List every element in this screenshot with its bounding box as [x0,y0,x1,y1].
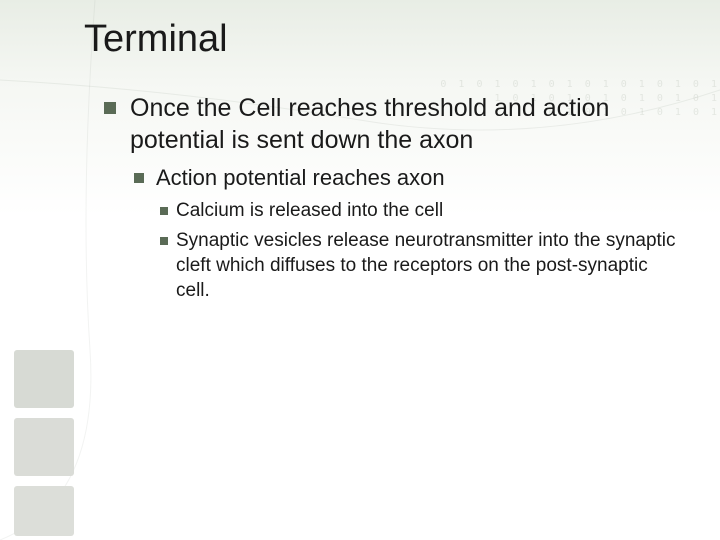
bullet-text: Synaptic vesicles release neurotransmitt… [176,229,684,303]
left-accent-column [0,0,90,540]
accent-block [14,418,74,476]
square-bullet-icon [134,173,144,183]
square-bullet-icon [160,207,168,215]
bullet-text: Calcium is released into the cell [176,199,443,224]
square-bullet-icon [104,102,116,114]
slide-title: Terminal [84,18,228,61]
accent-block [14,486,74,536]
bullet-text: Once the Cell reaches threshold and acti… [130,92,684,156]
square-bullet-icon [160,237,168,245]
accent-block [14,350,74,408]
bullet-level-1: Once the Cell reaches threshold and acti… [104,92,684,156]
bullet-text: Action potential reaches axon [156,164,445,193]
bullet-level-3: Synaptic vesicles release neurotransmitt… [160,229,684,303]
slide-content: Once the Cell reaches threshold and acti… [104,92,684,309]
bullet-level-3: Calcium is released into the cell [160,199,684,224]
bullet-level-2: Action potential reaches axon [134,164,684,193]
slide: 0 1 0 1 0 1 0 1 0 1 0 1 0 1 0 1 1 0 1 0 … [0,0,720,540]
